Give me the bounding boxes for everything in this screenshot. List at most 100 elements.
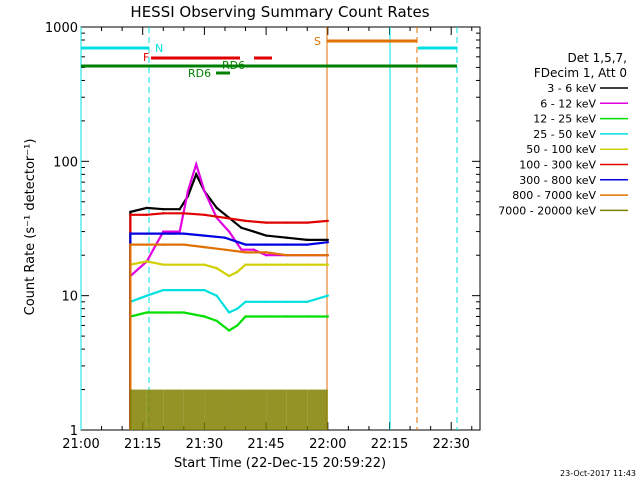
x-tick-label: 22:30 <box>432 437 469 452</box>
y-tick-label: 1 <box>70 424 78 439</box>
legend-header-line-1: Det 1,5,7, <box>568 51 628 65</box>
series-800-7000-kev-point <box>182 243 186 246</box>
series-7000-20000-kev-band <box>130 389 147 430</box>
series-7000-20000-kev-band <box>183 389 205 430</box>
series-100-300-kev-point <box>326 219 330 223</box>
legend-label: 6 - 12 keV <box>540 97 596 110</box>
series-6-12-kev-point <box>178 230 181 233</box>
series-25-50-kev-point <box>236 307 239 310</box>
series-50-100-kev-point <box>145 260 149 263</box>
legend-label: 800 - 7000 keV <box>512 189 596 202</box>
x-tick-label: 21:00 <box>62 437 99 452</box>
series-7000-20000-kev-band <box>266 389 287 430</box>
series-100-300-kev-point <box>306 221 309 224</box>
series-100-300-kev-point <box>182 212 186 215</box>
series-100-300-kev-point <box>223 216 227 219</box>
series-800-7000-kev-point <box>285 254 288 257</box>
flag-label-n: N <box>155 42 163 55</box>
series-800-7000-kev-point <box>203 245 206 249</box>
legend-label: 300 - 800 keV <box>519 174 596 187</box>
series-25-50-kev-point <box>203 288 206 292</box>
series-6-12-kev-point <box>186 189 190 193</box>
series-3-6-kev-point <box>194 173 198 176</box>
series-6-12-kev-point <box>162 230 165 233</box>
series-300-800-kev-point <box>264 243 268 246</box>
series-50-100-kev-point <box>162 263 165 266</box>
series-300-800-kev-point <box>129 232 132 235</box>
series-300-800-kev-point <box>203 234 206 237</box>
series-25-50-kev-point <box>215 294 218 297</box>
series-800-7000-kev-point <box>264 251 268 254</box>
series-25-50-kev-point <box>264 300 268 304</box>
series-100-300-kev-point <box>264 221 268 224</box>
series-25-50-kev-point <box>244 300 247 304</box>
series-25-50-kev-point <box>306 300 309 304</box>
x-tick-label: 21:45 <box>247 437 284 452</box>
series-12-25-kev-point <box>182 311 186 314</box>
series-6-12-kev-point <box>203 189 206 193</box>
legend-label: 100 - 300 keV <box>519 159 596 172</box>
flag-label-rd6: RD6 <box>188 67 211 80</box>
series-800-7000-kev-point <box>145 243 149 246</box>
series-800-7000-kev-point <box>129 243 132 246</box>
series-800-7000-kev-point <box>326 254 330 257</box>
series-12-25-kev-point <box>285 315 288 318</box>
flag-label-rd6: RD6 <box>222 59 245 72</box>
series-3-6-kev-point <box>252 230 255 233</box>
series-25-50-kev-point <box>285 300 288 304</box>
series-800-7000-kev-line <box>129 243 328 430</box>
series-25-50-kev-point <box>145 294 149 297</box>
x-tick-label: 22:00 <box>309 437 346 452</box>
series-6-12-kev-line <box>129 160 328 430</box>
series-7000-20000-kev-band <box>245 389 267 430</box>
series-100-300-kev-point <box>203 213 206 216</box>
flag-label-f: F <box>143 51 149 64</box>
series-12-25-kev-point <box>227 329 231 332</box>
series-7000-20000-kev-band <box>204 389 225 430</box>
series-12-25-kev-point <box>162 311 165 314</box>
x-tick-label: 21:15 <box>124 437 161 452</box>
series-6-12-kev-point <box>252 248 255 251</box>
series-50-100-kev-point <box>203 263 206 266</box>
series-50-100-kev-point <box>285 263 288 266</box>
series-50-100-kev-point <box>306 263 309 266</box>
series-3-6-kev-point <box>326 238 330 242</box>
series-3-6-kev-point <box>129 210 132 214</box>
series-50-100-kev-point <box>182 263 186 266</box>
series-50-100-kev-point <box>236 270 239 274</box>
series-100-300-kev-point <box>129 213 132 216</box>
series-7000-20000-kev-band <box>163 389 184 430</box>
legend-label: 7000 - 20000 keV <box>498 204 596 217</box>
series-25-50-kev-line <box>129 289 329 430</box>
series-50-100-kev-point <box>215 267 218 270</box>
y-tick-label: 100 <box>53 155 78 170</box>
series-300-800-kev-point <box>326 241 330 244</box>
y-axis-label: Count Rate (s⁻¹ detector⁻¹) <box>23 139 38 316</box>
series-12-25-kev-point <box>215 319 218 322</box>
series-100-300-kev-point <box>162 212 165 215</box>
series-300-800-kev-point <box>162 232 165 235</box>
series-25-50-kev-point <box>227 311 231 314</box>
series-3-6-kev-point <box>285 236 288 239</box>
series-300-800-kev-point <box>145 232 149 235</box>
series-50-100-kev-point <box>244 263 247 266</box>
series-7000-20000-kev-band <box>307 389 328 430</box>
series-6-12-kev-point <box>227 230 231 233</box>
series-6-12-kev-point <box>240 248 243 251</box>
series-12-25-kev-point <box>203 315 206 318</box>
legend: Det 1,5,7, FDecim 1, Att 0 <box>534 51 627 80</box>
series-6-12-kev-point <box>194 163 198 166</box>
x-axis-label: Start Time (22-Dec-15 20:59:22) <box>174 456 386 471</box>
flag-label-s: S <box>314 35 321 48</box>
series-25-50-kev-point <box>162 288 165 292</box>
y-tick-label: 10 <box>61 290 78 305</box>
series-12-25-kev-point <box>264 315 268 318</box>
legend-label: 50 - 100 keV <box>526 143 596 156</box>
series-300-800-kev-line <box>129 232 328 430</box>
series-3-6-kev-line <box>129 171 328 430</box>
series-800-7000-kev-point <box>306 254 309 257</box>
series-100-300-kev-point <box>145 213 149 216</box>
series-12-25-kev-line <box>129 311 328 430</box>
